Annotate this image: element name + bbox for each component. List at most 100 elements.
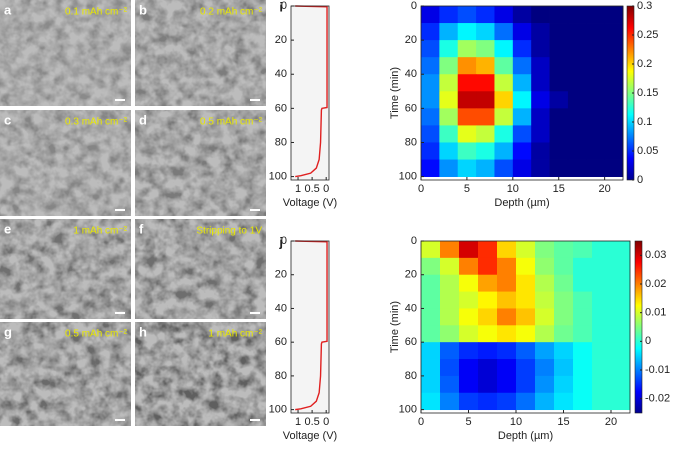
heat-cell	[497, 241, 517, 259]
heat-cell	[592, 291, 612, 309]
y-tick-label: 80	[405, 370, 417, 382]
heat-cell	[535, 257, 555, 276]
heat-cell	[554, 308, 574, 326]
heat-cell	[535, 375, 555, 394]
heat-cell	[573, 308, 593, 326]
heat-cell	[611, 257, 631, 276]
heat-cell	[604, 40, 624, 58]
heat-cell	[512, 57, 532, 75]
heat-cell	[549, 108, 569, 126]
y-tick-label: 100	[269, 404, 287, 416]
heat-cell	[516, 257, 536, 276]
heat-cell	[497, 342, 517, 360]
heat-cell	[554, 325, 574, 343]
heat-cell	[611, 342, 631, 360]
image-caption: Stripping to 1V	[196, 226, 262, 237]
x-tick-label: 0.5	[304, 183, 319, 195]
heat-cell	[478, 375, 498, 394]
heat-cell	[535, 274, 555, 292]
plot-background	[291, 241, 329, 413]
heat-cell	[439, 23, 459, 41]
x-tick-label: 15	[557, 416, 569, 428]
heat-cell	[440, 257, 460, 276]
heat-cell	[440, 325, 460, 343]
heat-cell	[611, 392, 631, 411]
axes-frame	[420, 5, 624, 181]
heat-cell	[611, 325, 631, 343]
axes-frame	[290, 240, 330, 414]
heat-cell	[494, 74, 514, 92]
y-tick-label: 0	[411, 235, 417, 247]
heat-cell	[421, 308, 441, 326]
sem-image	[135, 110, 266, 216]
heat-cell	[494, 108, 514, 126]
y-tick-label: 0	[281, 235, 287, 247]
heat-cell	[440, 375, 460, 394]
heat-cell	[535, 359, 555, 377]
heat-cell	[439, 6, 459, 24]
heat-cell	[421, 91, 440, 109]
y-tick-label: 40	[405, 302, 417, 314]
heat-cell	[549, 74, 569, 92]
heat-cell	[592, 308, 612, 326]
heat-cell	[497, 291, 517, 309]
heat-cell	[476, 6, 495, 24]
heat-cell	[531, 23, 550, 41]
heat-cell	[439, 74, 459, 92]
heat-cell	[421, 291, 441, 309]
heat-cell	[512, 125, 532, 143]
heat-cell	[592, 359, 612, 377]
colorbar-tick-label: 0.01	[645, 307, 666, 319]
heat-cell	[531, 40, 550, 58]
heat-cell	[586, 91, 606, 109]
heat-cell	[457, 142, 477, 160]
heat-cell	[421, 375, 441, 394]
colorbar-tick-label: 0.03	[645, 249, 666, 261]
heat-cell	[476, 159, 495, 177]
heat-cell	[554, 359, 574, 377]
heat-cell	[531, 6, 550, 24]
heat-cell	[459, 325, 479, 343]
heat-cell	[573, 375, 593, 394]
heat-cell	[478, 359, 498, 377]
heat-cell	[476, 74, 495, 92]
voltage-curve	[295, 240, 328, 411]
heat-cell	[512, 108, 532, 126]
heat-cell	[592, 342, 612, 360]
heat-cell	[586, 6, 606, 24]
heat-cell	[531, 108, 550, 126]
heat-cell	[459, 274, 479, 292]
y-tick-label: 20	[275, 34, 287, 46]
heat-cell	[459, 257, 479, 276]
heat-cell	[516, 291, 536, 309]
x-tick-label: 20	[599, 183, 611, 195]
y-tick-label: 40	[405, 68, 417, 80]
y-tick-label: 40	[275, 68, 287, 80]
heat-cell	[535, 342, 555, 360]
heat-cell	[604, 6, 624, 24]
heat-cell	[459, 308, 479, 326]
x-tick-label: 20	[605, 416, 617, 428]
heat-cell	[457, 108, 477, 126]
heat-cell	[421, 57, 440, 75]
panel-letter: c	[4, 112, 11, 127]
x-axis-label: Voltage (V)	[283, 430, 337, 442]
colorbar-tick-label: 0.15	[637, 87, 658, 99]
panel-letter: d	[139, 112, 147, 127]
heat-cell	[421, 159, 440, 177]
heat-cell	[516, 308, 536, 326]
sem-image	[135, 0, 266, 106]
heat-cell	[554, 257, 574, 276]
heat-cell	[497, 392, 517, 411]
heat-cell	[439, 91, 459, 109]
heat-cell	[459, 342, 479, 360]
heat-cell	[439, 108, 459, 126]
heat-cell	[592, 392, 612, 411]
heat-cell	[573, 325, 593, 343]
sem-image	[0, 219, 131, 319]
heat-cell	[531, 159, 550, 177]
y-tick-label: 80	[275, 136, 287, 148]
heat-cell	[604, 74, 624, 92]
heat-cell	[478, 291, 498, 309]
heat-cell	[567, 91, 587, 109]
